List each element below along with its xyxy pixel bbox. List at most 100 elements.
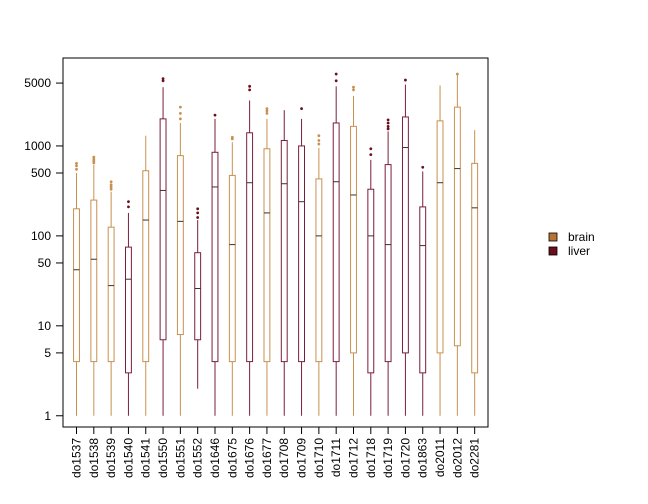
box-do1541 — [142, 135, 150, 416]
box-do1646 — [211, 113, 219, 416]
outlier-point — [109, 183, 113, 187]
box-iqr — [176, 155, 184, 336]
box-do1551 — [176, 105, 184, 416]
x-tick-label: do1677 — [260, 438, 274, 478]
x-tick-label: do2011 — [433, 438, 447, 477]
outlier-point — [386, 118, 390, 122]
outlier-point — [317, 139, 321, 142]
box-iqr — [246, 132, 254, 363]
outlier-point — [196, 207, 200, 211]
outlier-point — [109, 185, 113, 189]
x-tick-label: do1711 — [329, 438, 343, 477]
box-do2012 — [453, 72, 461, 416]
box-do1710 — [315, 134, 323, 416]
outlier-point — [213, 113, 217, 117]
y-tick-label: 50 — [38, 256, 52, 270]
outlier-point — [352, 88, 355, 92]
box-do1718 — [367, 147, 375, 416]
box-iqr — [332, 122, 340, 363]
box-do1712 — [350, 85, 357, 416]
y-tick-label: 10 — [38, 319, 52, 333]
x-tick-label: do1709 — [295, 438, 309, 478]
outlier-point — [109, 180, 113, 184]
outlier-point — [127, 205, 130, 209]
x-tick-label: do1720 — [398, 438, 412, 478]
box-iqr — [159, 118, 167, 341]
outlier-point — [178, 117, 182, 121]
outlier-point — [161, 77, 165, 81]
y-tick-label: 100 — [31, 229, 51, 243]
box-series — [73, 72, 479, 416]
outlier-point — [248, 88, 252, 92]
outlier-point — [178, 112, 182, 115]
outlier-point — [386, 121, 390, 125]
outlier-point — [369, 147, 373, 151]
box-do1537 — [73, 161, 80, 416]
box-iqr — [436, 120, 444, 354]
outlier-point — [421, 165, 425, 169]
box-iqr — [263, 148, 271, 363]
outlier-point — [92, 157, 96, 161]
box-do2011 — [436, 85, 444, 416]
box-do1863 — [419, 165, 427, 416]
outlier-point — [265, 112, 269, 115]
outlier-point — [404, 78, 407, 82]
box-do2281 — [471, 130, 479, 416]
y-tick-label: 5 — [44, 346, 51, 360]
outlier-point — [196, 211, 200, 215]
box-iqr — [73, 208, 80, 363]
outlier-point — [265, 107, 269, 111]
box-do1550 — [159, 77, 167, 416]
outlier-point — [265, 109, 269, 113]
outlier-point — [75, 164, 78, 168]
x-tick-label: do1718 — [364, 438, 378, 478]
box-iqr — [384, 164, 392, 363]
box-do1720 — [401, 78, 409, 416]
box-iqr — [228, 174, 236, 363]
x-tick-label: do1676 — [243, 438, 257, 478]
x-tick-label: do1551 — [173, 438, 187, 478]
x-tick-label: do1863 — [416, 438, 430, 478]
outlier-point — [75, 161, 78, 165]
outlier-point — [386, 124, 390, 128]
box-iqr — [367, 188, 375, 374]
outlier-point — [334, 72, 338, 76]
outlier-point — [248, 84, 252, 88]
box-iqr — [107, 226, 115, 363]
box-iqr — [124, 246, 132, 374]
y-tick-label: 500 — [31, 166, 51, 180]
y-tick-label: 5000 — [24, 76, 51, 90]
outlier-point — [317, 142, 321, 146]
outlier-point — [161, 79, 165, 83]
outlier-point — [317, 134, 321, 138]
x-tick-label: do1540 — [121, 438, 135, 478]
legend-label-liver: liver — [568, 244, 590, 258]
box-do1711 — [332, 72, 340, 416]
x-tick-label: do1541 — [139, 438, 153, 478]
box-do1677 — [263, 107, 271, 416]
box-iqr — [419, 206, 427, 374]
legend-label-brain: brain — [568, 230, 595, 244]
box-do1676 — [246, 84, 254, 416]
legend-swatch-brain — [548, 232, 558, 242]
box-iqr — [194, 252, 202, 341]
x-tick-label: do1552 — [191, 438, 205, 478]
x-tick-label: do1537 — [70, 438, 84, 478]
outlier-point — [300, 107, 303, 111]
y-tick-label: 1000 — [24, 139, 51, 153]
outlier-point — [75, 167, 78, 171]
outlier-point — [92, 155, 96, 159]
box-iqr — [401, 116, 409, 354]
box-do1552 — [194, 207, 202, 389]
x-tick-label: do1719 — [381, 438, 395, 478]
box-iqr — [90, 199, 98, 363]
outlier-point — [455, 72, 459, 76]
outlier-point — [369, 153, 373, 157]
box-iqr — [350, 125, 357, 354]
box-do1538 — [90, 155, 98, 416]
x-tick-label: do1710 — [312, 438, 326, 478]
box-iqr — [280, 139, 288, 363]
box-iqr — [142, 170, 150, 363]
outlier-point — [334, 79, 338, 83]
